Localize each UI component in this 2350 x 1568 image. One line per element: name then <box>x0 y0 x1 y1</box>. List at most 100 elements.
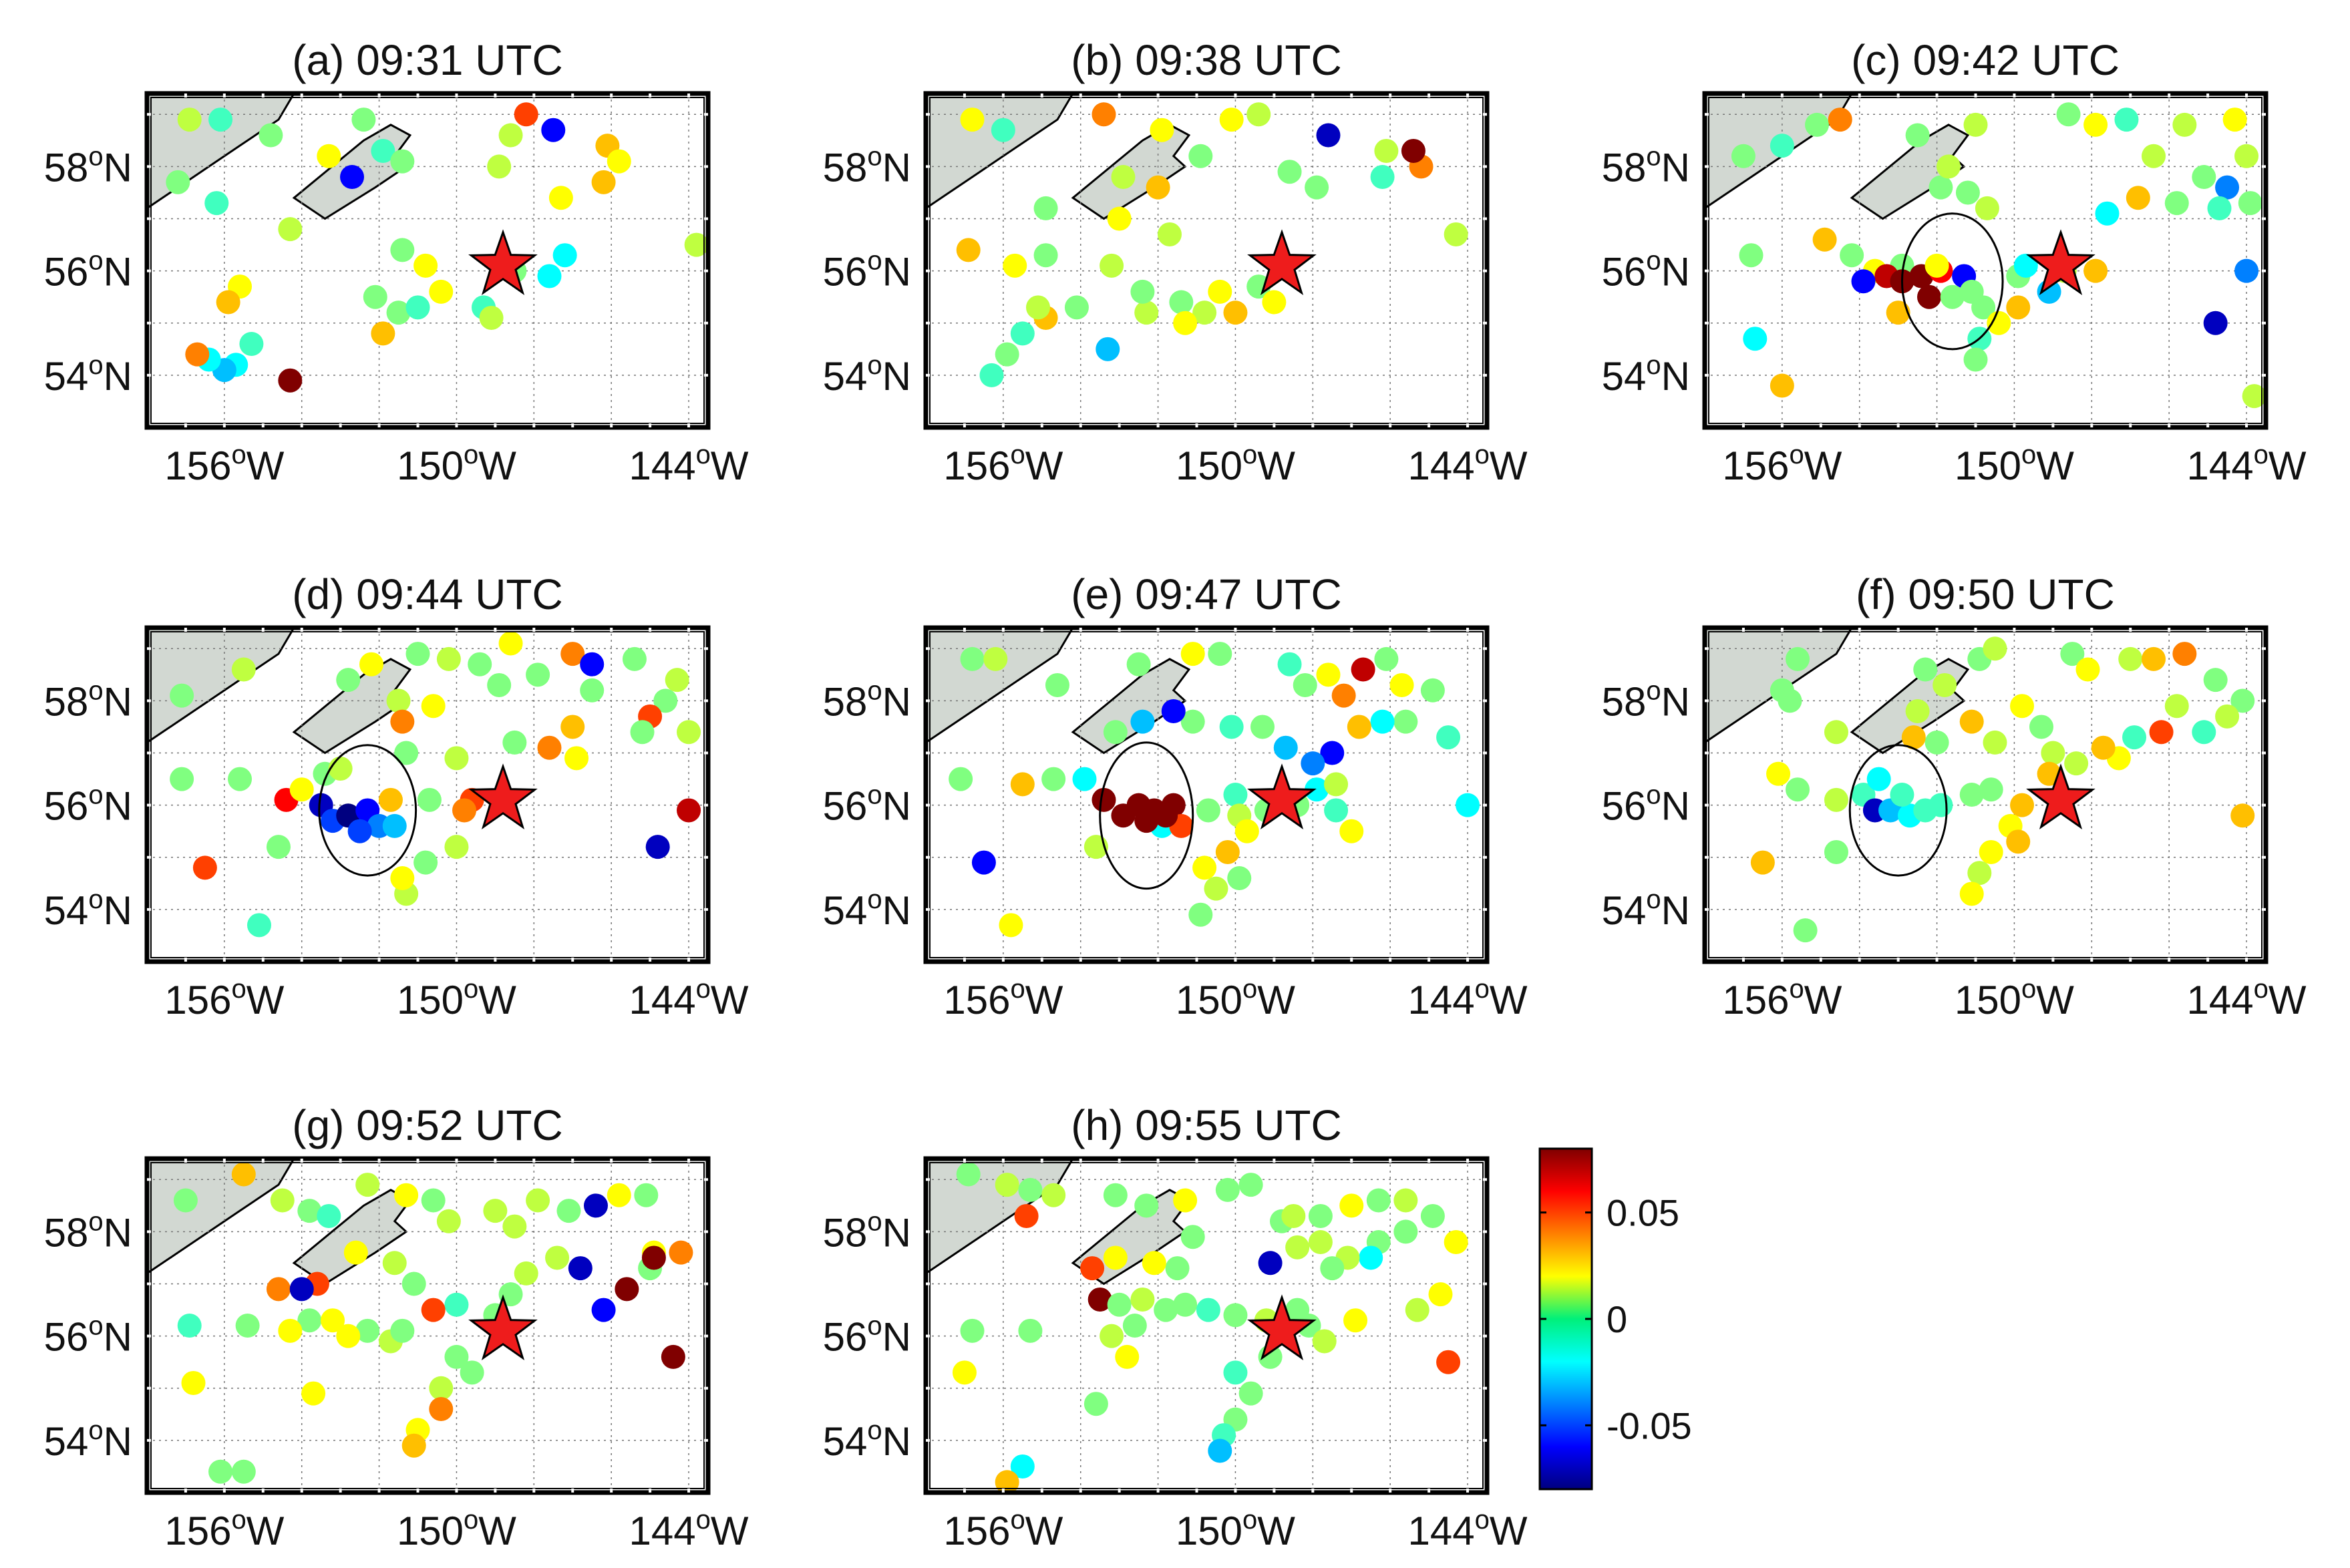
data-point <box>1196 798 1220 823</box>
data-point <box>343 1240 368 1265</box>
data-point <box>1824 787 1848 812</box>
map-frame <box>923 625 1490 964</box>
map-content <box>926 1159 1487 1493</box>
data-point <box>1215 839 1240 864</box>
data-point <box>1793 918 1818 943</box>
x-tick-label: 144oW <box>1408 1505 1528 1553</box>
data-point <box>2013 253 2038 278</box>
x-tick-label: 150oW <box>397 974 516 1022</box>
data-point <box>1389 672 1414 697</box>
data-point <box>1924 253 1949 278</box>
data-point <box>1103 1183 1128 1207</box>
data-point <box>1130 709 1155 734</box>
data-point <box>1828 108 1852 132</box>
data-point <box>378 787 403 812</box>
data-point <box>991 118 1015 142</box>
data-point <box>2203 311 2228 335</box>
data-point <box>1770 134 1794 158</box>
map-content <box>1705 628 2266 962</box>
data-point <box>1107 206 1132 231</box>
y-tick-label: 56oN <box>44 781 132 829</box>
data-point <box>390 866 415 890</box>
map-frame-inner <box>929 631 1484 958</box>
data-point <box>1739 243 1764 268</box>
panel-title: (a) 09:31 UTC <box>292 36 562 84</box>
data-point <box>1192 855 1217 880</box>
data-point <box>1370 709 1395 734</box>
data-point <box>1320 741 1345 765</box>
data-point <box>177 108 202 132</box>
data-point <box>2192 165 2216 189</box>
y-tick-label: 58oN <box>1602 676 1690 724</box>
data-point <box>192 855 217 880</box>
data-point <box>1196 1298 1220 1322</box>
data-point <box>526 662 550 687</box>
data-point <box>208 108 233 132</box>
colorbar-tick-label: 0 <box>1607 1298 1627 1340</box>
data-point <box>1293 672 1317 697</box>
data-point <box>1866 767 1891 791</box>
data-point <box>1456 793 1480 817</box>
data-point <box>1901 725 1926 750</box>
data-point <box>1173 311 1198 335</box>
anomaly-ellipse <box>1900 212 2004 351</box>
data-point <box>661 1344 685 1369</box>
data-point <box>2164 694 2189 719</box>
data-point <box>1003 253 1027 278</box>
data-point <box>436 1209 461 1233</box>
data-point <box>1180 709 1205 734</box>
data-point <box>2242 384 2266 409</box>
data-point <box>382 813 407 838</box>
data-point <box>1180 1225 1205 1249</box>
data-point <box>1227 866 1252 890</box>
panel-title: (h) 09:55 UTC <box>1071 1101 1341 1149</box>
data-point <box>177 1314 202 1338</box>
data-point <box>1339 819 1364 843</box>
x-tick-label: 156oW <box>164 1505 284 1553</box>
panel-title: (c) 09:42 UTC <box>1851 36 2120 84</box>
data-point <box>1115 1344 1140 1369</box>
data-point <box>1018 1318 1043 1343</box>
map-content <box>147 1159 708 1493</box>
data-point <box>429 1376 454 1400</box>
data-point <box>1173 1292 1198 1317</box>
data-point <box>216 290 240 315</box>
y-tick-label: 58oN <box>823 1207 911 1255</box>
map-frame <box>144 625 711 964</box>
data-point <box>1436 1350 1461 1374</box>
data-point <box>498 631 523 656</box>
data-point <box>452 798 477 823</box>
data-point <box>2230 689 2255 713</box>
data-point <box>468 652 492 676</box>
data-point <box>1146 175 1170 200</box>
data-point <box>2149 720 2174 745</box>
data-point <box>502 1214 527 1239</box>
data-point <box>166 170 190 194</box>
y-tick-label: 58oN <box>44 1207 132 1255</box>
data-point <box>2083 258 2108 283</box>
data-point <box>1219 108 1244 132</box>
data-point <box>394 1183 419 1207</box>
data-point <box>204 191 229 216</box>
data-point <box>1134 1193 1159 1218</box>
data-point <box>371 138 395 163</box>
data-point <box>1165 1256 1190 1281</box>
data-point <box>960 108 985 132</box>
data-point <box>231 1459 256 1484</box>
data-point <box>444 1344 469 1369</box>
data-point <box>321 1308 345 1333</box>
landmass-kodiak-island <box>292 1189 412 1286</box>
colorbar: 0.05 0 -0.05 <box>1538 1147 1692 1491</box>
data-point <box>1262 290 1287 315</box>
data-point <box>2095 201 2120 226</box>
epicenter-star <box>2026 229 2095 296</box>
data-point <box>170 767 194 791</box>
data-point <box>1766 761 1791 786</box>
data-point <box>2041 741 2065 765</box>
data-point <box>1064 295 1089 320</box>
data-point <box>1959 709 1984 734</box>
data-point <box>1370 165 1395 189</box>
data-point <box>995 1470 1019 1493</box>
data-point <box>1215 1177 1240 1202</box>
data-point <box>1134 301 1159 325</box>
